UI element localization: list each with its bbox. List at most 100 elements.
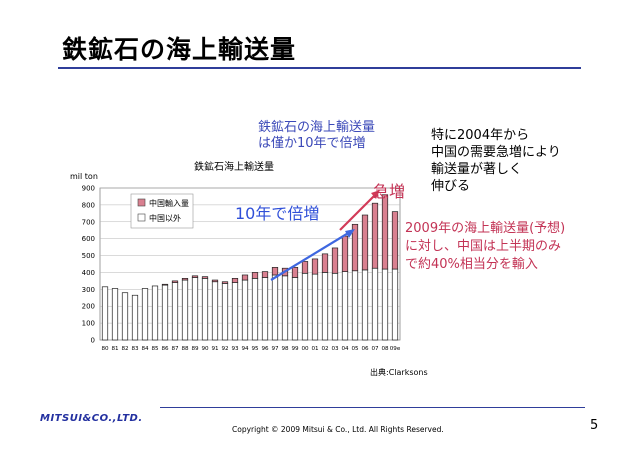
x-tick-label: 08 xyxy=(381,346,389,352)
x-tick-label: 90 xyxy=(201,346,209,352)
bar-china-95 xyxy=(251,272,259,279)
callout-2009-line-2: に対し、中国は上半期のみ xyxy=(405,239,562,254)
x-tick-label: 88 xyxy=(181,346,189,352)
arrow-surge-head xyxy=(371,190,380,199)
slide-title: 鉄鉱石の海上輸送量 xyxy=(62,35,297,64)
legend: 中国輸入量 中国以外 xyxy=(130,193,194,229)
bar-other-82 xyxy=(121,292,129,341)
x-tick-labels: 80 81 82 83 84 85 86 87 88 89 90 91 92 93 94 95 96 97 98 99… xyxy=(101,346,400,352)
bar-other-81 xyxy=(111,288,119,341)
bar-china-93 xyxy=(231,278,239,283)
chart-title: 鉄鉱石海上輸送量 xyxy=(194,162,274,173)
bar-china-89 xyxy=(191,275,199,278)
x-tick-label: 96 xyxy=(261,346,269,352)
bar-other-99 xyxy=(291,277,299,341)
bar-other-94 xyxy=(241,279,249,341)
callout-doubling-line-2: は僅か10年で倍増 xyxy=(258,136,366,151)
bar-other-03 xyxy=(331,272,339,341)
legend-label-china: 中国輸入量 xyxy=(149,198,189,208)
bar-other-05 xyxy=(351,270,359,341)
bar-other-87 xyxy=(171,282,179,341)
callout-china-line-4: 伸びる xyxy=(431,179,471,194)
callout-china-line-3: 輸送量が著しく xyxy=(431,162,523,177)
legend-swatch-china xyxy=(137,198,146,207)
bar-china-07 xyxy=(371,202,379,269)
x-tick-label: 05 xyxy=(351,346,359,352)
bar-china-03 xyxy=(331,247,339,274)
bar-other-84 xyxy=(141,288,149,341)
bar-china-02 xyxy=(321,253,329,273)
x-tick-label: 98 xyxy=(281,346,289,352)
bar-other-92 xyxy=(221,283,229,341)
callout-china-line-1: 特に2004年から xyxy=(431,128,530,143)
x-tick-label: 03 xyxy=(331,346,339,352)
x-tick-label: 00 xyxy=(301,346,309,352)
title-rule xyxy=(58,67,581,69)
bar-other-98 xyxy=(281,275,289,341)
callout-doubling: 鉄鉱石の海上輸送量 は僅か10年で倍増 xyxy=(258,120,375,152)
bar-other-95 xyxy=(251,278,259,341)
y-axis-unit: mil ton xyxy=(70,172,98,181)
note-doubling: 10年で倍増 xyxy=(235,204,320,223)
bar-other-86 xyxy=(161,284,169,341)
y-tick-label: 300 xyxy=(82,286,95,294)
bar-other-06 xyxy=(361,269,369,341)
page-number: 5 xyxy=(590,418,599,433)
bar-china-97 xyxy=(271,267,279,276)
bar-other-90 xyxy=(201,278,209,341)
y-tick-label: 800 xyxy=(82,201,95,209)
bar-china-91 xyxy=(211,279,219,283)
arrow-10yr-trend xyxy=(270,231,351,281)
bar-china-94 xyxy=(241,274,249,281)
bar-other-88 xyxy=(181,279,189,341)
x-tick-label: 94 xyxy=(241,346,249,352)
bar-other-96 xyxy=(261,277,269,341)
source-note: 出典:Clarksons xyxy=(370,368,428,377)
bar-china-08 xyxy=(381,194,389,270)
bar-other-93 xyxy=(231,282,239,341)
bar-other-04 xyxy=(341,271,349,341)
arrow-surge-trend xyxy=(339,193,377,231)
x-tick-label: 87 xyxy=(171,346,179,352)
bar-china-86 xyxy=(161,283,169,286)
bar-other-91 xyxy=(211,281,219,341)
x-tick-label: 99 xyxy=(291,346,299,352)
bar-china-92 xyxy=(221,281,229,284)
y-tick-label: 0 xyxy=(91,337,95,345)
mitsui-logo: MITSUI&CO.,LTD. xyxy=(40,413,143,424)
bar-other-08 xyxy=(381,268,389,341)
x-tick-label: 82 xyxy=(121,346,128,352)
x-tick-label: 07 xyxy=(371,346,379,352)
bar-china-01 xyxy=(311,258,319,275)
bar-other-07 xyxy=(371,267,379,341)
callout-doubling-line-1: 鉄鉱石の海上輸送量 xyxy=(258,120,376,135)
y-tick-label: 400 xyxy=(82,269,95,277)
bar-other-00 xyxy=(301,272,309,341)
bar-china-05 xyxy=(351,223,359,272)
note-surge: 急増 xyxy=(373,182,406,201)
x-tick-label: 92 xyxy=(221,346,228,352)
y-tick-label: 100 xyxy=(82,320,95,328)
arrow-10yr-head xyxy=(345,229,355,238)
legend-swatch-other xyxy=(137,213,146,222)
x-tick-label: 95 xyxy=(251,346,259,352)
bar-other-97 xyxy=(271,274,279,341)
y-tick-label: 200 xyxy=(82,303,95,311)
callout-2009-forecast: 2009年の海上輸送量(予想) に対し、中国は上半期のみ で約40%相当分を輸入 xyxy=(405,220,565,274)
bar-other-02 xyxy=(321,272,329,341)
x-tick-label: 01 xyxy=(311,346,319,352)
callout-china-demand: 特に2004年から 中国の需要急増により 輸送量が著しく 伸びる xyxy=(431,127,561,195)
x-tick-label: 80 xyxy=(101,346,109,352)
bar-other-09e xyxy=(391,268,399,341)
x-tick-label: 93 xyxy=(231,346,239,352)
y-tick-labels: 0 100 200 300 400 500 600 700 800 900 xyxy=(82,185,95,345)
footer-rule xyxy=(160,407,585,408)
x-tick-label: 09e xyxy=(390,346,401,352)
y-tick-label: 900 xyxy=(82,185,95,193)
bar-china-06 xyxy=(361,214,369,271)
bar-china-88 xyxy=(181,278,189,281)
legend-label-other: 中国以外 xyxy=(149,213,181,223)
bar-china-00 xyxy=(301,261,309,274)
bar-china-09e xyxy=(391,211,399,270)
callout-2009-line-3: で約40%相当分を輸入 xyxy=(405,257,538,272)
